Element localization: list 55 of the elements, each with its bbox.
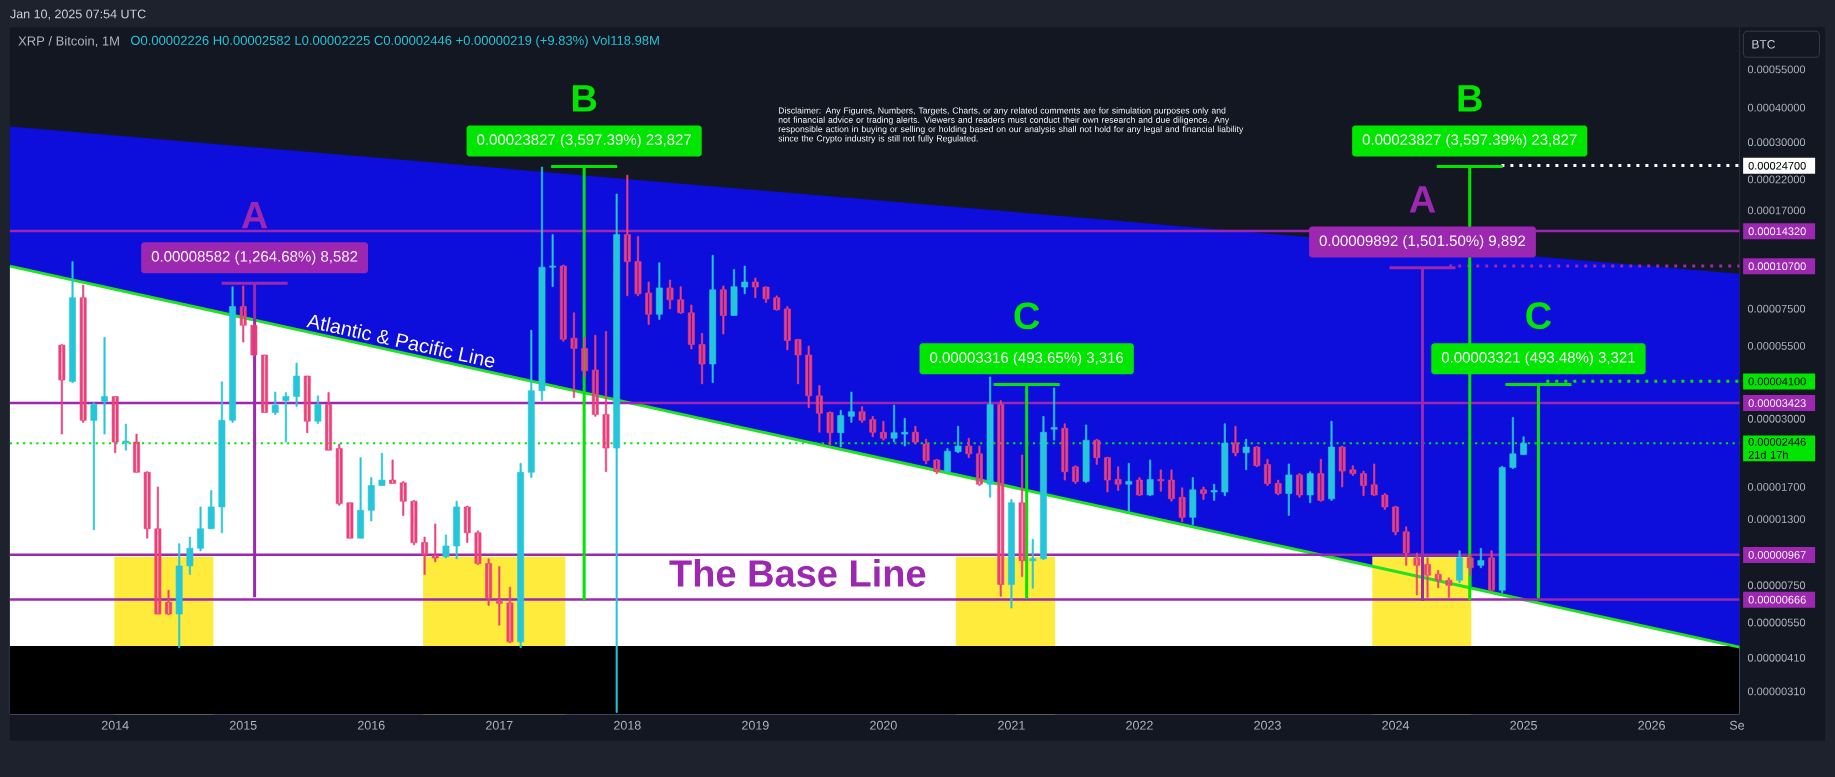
x-tick-label: 2022	[1126, 720, 1153, 730]
y-tick-label: 0.00000310	[1747, 687, 1806, 696]
ref-line-label: 0.00002446 21d 17h	[1748, 437, 1806, 459]
data-label: 0.00024700	[1748, 161, 1806, 170]
annotation: 0.00023827 (3,597.39%) 23,827	[1362, 133, 1577, 148]
data-label: 0.00010700	[1748, 262, 1806, 271]
x-tick-label: 2021	[998, 720, 1025, 730]
x-tick-label: 2019	[742, 720, 769, 730]
annotation: 0.00009892 (1,501.50%) 9,892	[1319, 235, 1526, 249]
x-tick-label: Se	[1729, 720, 1745, 730]
y-tick-label: 0.00001300	[1747, 515, 1806, 524]
ref-line-label: 0.00000967	[1748, 551, 1806, 559]
annotation: B	[572, 85, 597, 112]
annotation: 0.00003321 (493.48%) 3,321	[1441, 351, 1635, 366]
x-tick-label: 2024	[1382, 720, 1410, 730]
y-tick-label: 0.00001700	[1747, 483, 1806, 491]
ref-line-label: 0.00014320	[1748, 227, 1806, 236]
text: Jan 10, 2025 07:54 UTC	[10, 9, 146, 20]
y-tick-label: 0.00030000	[1747, 138, 1806, 147]
x-tick-label: 2018	[614, 720, 641, 730]
ref-line-label: 0.00003423	[1748, 399, 1806, 407]
annotation: 0.00008582 (1,264.68%) 8,582	[151, 250, 358, 265]
ref-line-label: 0.00000666	[1748, 595, 1806, 604]
x-tick-label: 2020	[870, 720, 897, 730]
x-tick-label: 2014	[101, 720, 129, 730]
y-tick-label: 0.00007500	[1747, 304, 1806, 313]
y-tick-label: 0.00000750	[1747, 581, 1806, 590]
y-tick-label: 0.00000410	[1747, 653, 1806, 662]
y-tick-label: 0.00040000	[1747, 103, 1806, 112]
text: O0.00002226 H0.00002582 L0.00002225 C0.00002446 +0.00000219 (+9.83%) Vol118.98M	[130, 35, 659, 48]
y-axis-title: BTC	[1752, 40, 1775, 49]
data-label: 0.00004100	[1748, 377, 1806, 386]
annotation: 0.00023827 (3,597.39%) 23,827	[477, 133, 691, 148]
y-tick-label: 0.00000550	[1747, 618, 1806, 627]
x-tick-label: 2016	[357, 720, 385, 730]
y-tick-label: 0.00003000	[1747, 414, 1806, 423]
y-tick-label: 0.00022000	[1747, 175, 1806, 184]
annotation: A	[241, 202, 268, 229]
x-tick-label: 2025	[1510, 720, 1537, 730]
x-tick-label: 2026	[1638, 720, 1665, 730]
annotation: 0.00003316 (493.65%) 3,316	[930, 351, 1124, 366]
text: Atlantic & Pacific Line	[306, 314, 495, 368]
x-tick-label: 2017	[486, 720, 513, 730]
y-tick-label: 0.00055000	[1747, 65, 1806, 74]
annotation: C	[1014, 302, 1040, 330]
annotation: C	[1526, 302, 1552, 330]
x-tick-label: 2023	[1254, 720, 1281, 730]
y-tick-label: 0.00005500	[1747, 342, 1806, 350]
y-tick-label: 0.00017000	[1747, 206, 1806, 215]
annotation: The Base Line	[669, 559, 926, 587]
annotation: Disclaimer: Any Figures, Numbers, Targets, Charts, or any related comments are for simulation purposes only and not financial advice or trading alerts. Viewers and readers must conduct their own research and due diligence. Any responsible action in buying or selling or holding based on our analysis shall not hold for any legal and financial liability since the Crypto industry is still not fully Regulated.	[778, 107, 1244, 144]
x-tick-label: 2015	[229, 720, 257, 730]
text: XRP / Bitcoin, 1M	[18, 35, 119, 48]
annotation: A	[1409, 186, 1436, 213]
annotation: B	[1458, 85, 1482, 112]
